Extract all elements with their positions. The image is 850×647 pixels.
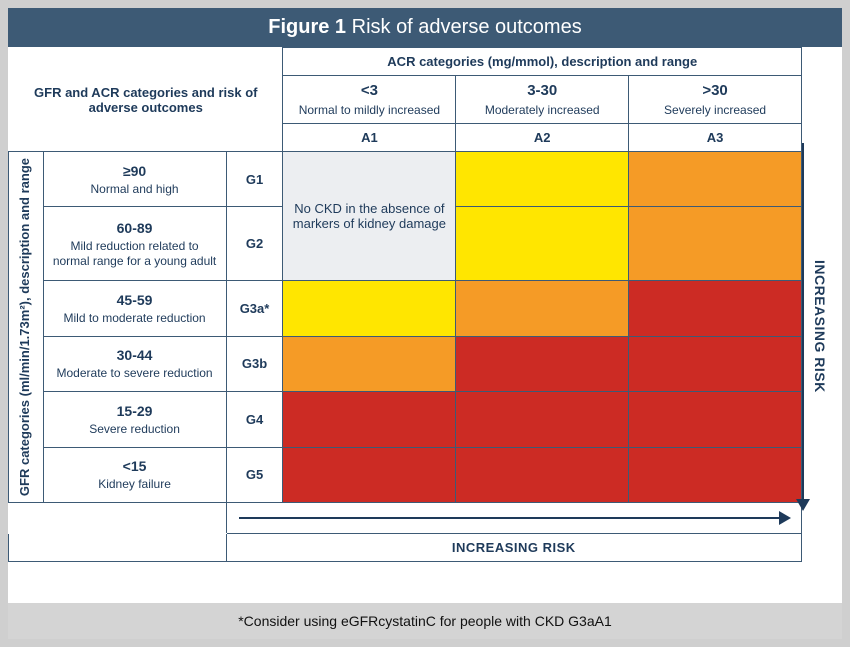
gfr-row-g3a-code: G3a* [226, 281, 283, 336]
figure-footnote: *Consider using eGFRcystatinC for people… [8, 603, 842, 639]
figure-title-bar: Figure 1 Risk of adverse outcomes [8, 8, 842, 47]
grid-wrapper: GFR and ACR categories and risk of adver… [8, 47, 842, 603]
risk-cell-g5-a2 [456, 447, 629, 503]
acr-group-header: ACR categories (mg/mmol), description an… [283, 48, 802, 76]
risk-cell-g2-a3 [629, 207, 802, 281]
gfr-row-g3b-desc: 30-44Moderate to severe reduction [43, 336, 226, 391]
gfr-row-g4-code: G4 [226, 392, 283, 447]
risk-cell-g1-a2 [456, 152, 629, 207]
risk-cell-g3b-a3 [629, 336, 802, 391]
risk-cell-g3a-a1 [283, 281, 456, 336]
risk-cell-g3a-a2 [456, 281, 629, 336]
gfr-row-g2-desc: 60-89Mild reduction related to normal ra… [43, 207, 226, 281]
risk-cell-g5-a3 [629, 447, 802, 503]
gfr-row-g5-code: G5 [226, 447, 283, 503]
acr-col-a2-desc: 3-30Moderately increased [456, 76, 629, 124]
increasing-risk-arrow-vertical [796, 139, 810, 513]
acr-col-a1-code: A1 [283, 124, 456, 152]
gfr-row-g2-code: G2 [226, 207, 283, 281]
risk-cell-g3a-a3 [629, 281, 802, 336]
gfr-vertical-header: GFR categories (ml/min/1.73m²), descript… [9, 152, 44, 503]
increasing-risk-arrow-horizontal [235, 509, 793, 527]
risk-cell-g3b-a2 [456, 336, 629, 391]
risk-cell-g1-a1: No CKD in the absence of markers of kidn… [283, 152, 456, 281]
gfr-row-g1-desc: ≥90Normal and high [43, 152, 226, 207]
figure-frame: Figure 1 Risk of adverse outcomes GFR an… [8, 8, 842, 639]
acr-col-a1-desc: <3Normal to mildly increased [283, 76, 456, 124]
gfr-row-g3a-desc: 45-59Mild to moderate reduction [43, 281, 226, 336]
gfr-row-g5-desc: <15Kidney failure [43, 447, 226, 503]
risk-cell-g4-a2 [456, 392, 629, 447]
risk-cell-g1-a3 [629, 152, 802, 207]
acr-col-a3-code: A3 [629, 124, 802, 152]
acr-col-a2-code: A2 [456, 124, 629, 152]
increasing-risk-label-bottom: INCREASING RISK [226, 534, 801, 562]
gfr-row-g3b-code: G3b [226, 336, 283, 391]
gfr-row-g4-desc: 15-29Severe reduction [43, 392, 226, 447]
risk-table: GFR and ACR categories and risk of adver… [8, 47, 802, 562]
gfr-row-g1-code: G1 [226, 152, 283, 207]
right-rail: INCREASING RISK [804, 139, 836, 513]
corner-header: GFR and ACR categories and risk of adver… [9, 48, 283, 152]
risk-cell-g4-a3 [629, 392, 802, 447]
figure-title-rest: Risk of adverse outcomes [346, 16, 582, 38]
acr-group-header-text: ACR categories (mg/mmol), description an… [387, 54, 697, 69]
acr-col-a3-desc: >30Severely increased [629, 76, 802, 124]
risk-cell-g4-a1 [283, 392, 456, 447]
figure-title-prefix: Figure 1 [268, 16, 346, 38]
risk-cell-g3b-a1 [283, 336, 456, 391]
risk-cell-g2-a2 [456, 207, 629, 281]
risk-cell-g5-a1 [283, 447, 456, 503]
increasing-risk-label-right: INCREASING RISK [812, 260, 828, 393]
corner-header-text: GFR and ACR categories and risk of adver… [34, 85, 257, 115]
